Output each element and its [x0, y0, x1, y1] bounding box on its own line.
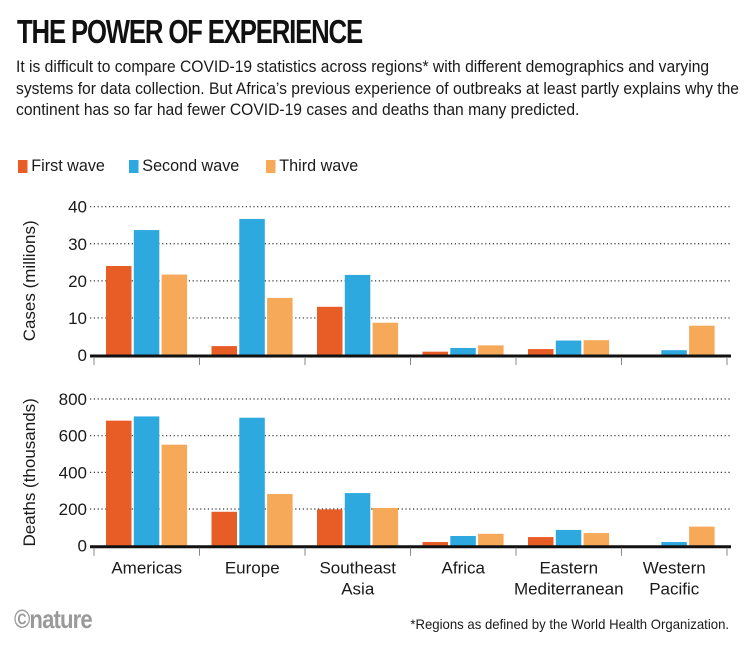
bar-third-wave [583, 533, 610, 546]
y-tick-label: 20 [68, 272, 87, 291]
legend: First wave Second wave Third wave [18, 156, 383, 176]
legend-label: Second wave [142, 156, 240, 175]
legend-item-second-wave: Second wave [129, 156, 240, 176]
legend-item-third-wave: Third wave [265, 156, 358, 176]
y-tick-label: 30 [68, 235, 87, 254]
chart-title: THE POWER OF EXPERIENCE [17, 13, 363, 50]
bar-third-wave [372, 507, 399, 546]
bar-second-wave [450, 347, 476, 355]
bar-first-wave [106, 420, 132, 546]
bar-second-wave [661, 542, 687, 546]
footnote: *Regions as defined by the World Health … [410, 616, 729, 632]
y-tick-label: 0 [78, 346, 87, 365]
y-axis-label: Cases (millions) [20, 220, 39, 341]
y-tick-label: 600 [59, 427, 87, 446]
x-category-label: Americas [111, 559, 182, 578]
bar-second-wave [344, 493, 371, 546]
bar-third-wave [267, 297, 293, 355]
bar-second-wave [555, 529, 582, 546]
bar-third-wave [161, 274, 188, 355]
bar-second-wave [133, 416, 160, 546]
bar-third-wave [583, 340, 610, 355]
bar-first-wave [422, 351, 448, 355]
bar-first-wave [317, 306, 343, 355]
bar-third-wave [372, 322, 399, 355]
bar-first-wave [422, 542, 448, 546]
bar-third-wave [689, 526, 715, 546]
bar-third-wave [267, 493, 293, 546]
bar-first-wave [106, 266, 132, 355]
bar-second-wave [661, 350, 687, 355]
bar-first-wave [211, 346, 237, 355]
bar-second-wave [239, 218, 265, 355]
bar-second-wave [239, 417, 265, 546]
bar-second-wave [555, 340, 582, 355]
x-category-label: Western [643, 559, 706, 578]
legend-swatch-first-wave [18, 159, 28, 173]
chart-subtitle: It is difficult to compare COVID-19 stat… [16, 57, 740, 119]
legend-item-first-wave: First wave [18, 156, 105, 176]
nature-logo: ©nature [14, 604, 93, 634]
y-tick-label: 200 [59, 500, 87, 519]
y-tick-label: 800 [59, 390, 87, 409]
bar-third-wave [689, 325, 715, 355]
x-category-label: Africa [442, 559, 486, 578]
bar-third-wave [478, 533, 504, 546]
legend-label: Third wave [278, 156, 358, 175]
y-tick-label: 400 [59, 463, 87, 482]
x-category-label: Pacific [649, 580, 700, 599]
bar-first-wave [528, 349, 554, 355]
legend-swatch-second-wave [129, 159, 139, 173]
bar-first-wave [317, 509, 343, 546]
bar-third-wave [161, 444, 188, 546]
x-category-label: Europe [225, 559, 280, 578]
y-tick-label: 0 [78, 537, 87, 556]
y-tick-label: 10 [68, 309, 87, 328]
x-category-label: Southeast [319, 559, 396, 578]
x-category-label: Mediterranean [514, 580, 624, 599]
bar-first-wave [528, 537, 554, 546]
bar-second-wave [133, 230, 160, 355]
legend-label: First wave [31, 156, 105, 175]
bar-third-wave [478, 345, 504, 355]
bar-first-wave [211, 511, 237, 546]
x-category-label: Asia [341, 580, 375, 599]
legend-swatch-third-wave [265, 159, 276, 173]
y-tick-label: 40 [68, 198, 87, 217]
x-category-label: Eastern [539, 559, 598, 578]
bar-second-wave [344, 274, 371, 355]
y-axis-label: Deaths (thousands) [20, 398, 39, 546]
bar-second-wave [450, 535, 476, 546]
